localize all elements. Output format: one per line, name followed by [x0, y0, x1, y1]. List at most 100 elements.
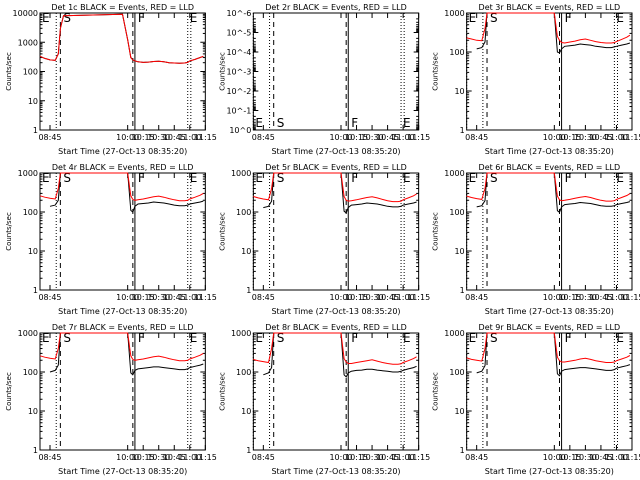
x-tick-label: 10:00 [329, 453, 352, 462]
y-tick-label: 10^-3 [226, 68, 251, 77]
red-lld-series [39, 332, 204, 362]
x-tick-label: 10:30 [147, 453, 170, 462]
event-marker-label: S [490, 331, 498, 345]
x-axis-label: Start Time (27-Oct-13 08:35:20) [271, 147, 400, 156]
y-tick-label: 10000 [13, 9, 38, 18]
chart-panel-3: Det 3r BLACK = Events, RED = LLD Counts/s… [432, 3, 640, 156]
y-tick-label: 1 [246, 446, 251, 455]
chart-panel-9: Det 9r BLACK = Events, RED = LLD Counts/s… [432, 323, 640, 476]
plot-frame [39, 12, 206, 131]
x-tick-label: 11:15 [194, 293, 217, 302]
x-axis-label: Start Time (27-Oct-13 08:35:20) [58, 467, 187, 476]
event-marker-label: S [63, 171, 71, 185]
x-tick-label: 10:45 [376, 133, 399, 142]
y-tick-label: 100 [449, 48, 464, 57]
event-marker-label: F [138, 331, 145, 345]
event-marker-label: S [490, 171, 498, 185]
y-axis-label: Counts/sec [432, 52, 440, 91]
y-tick-label: 1000 [444, 169, 464, 178]
plot-frame [252, 332, 420, 451]
y-tick-label: 10 [28, 97, 38, 106]
y-axis-label: Counts/sec [218, 372, 226, 411]
x-tick-label: 10:00 [543, 453, 566, 462]
y-tick-label: 1000 [18, 169, 38, 178]
x-tick-label: 10:30 [147, 133, 170, 142]
chart-title: Det 2r BLACK = Events, RED = LLD [265, 3, 407, 12]
y-tick-label: 1000 [444, 9, 464, 18]
event-marker-label: E [469, 11, 477, 25]
y-tick-label: 10^-6 [226, 9, 251, 18]
x-tick-label: 10:45 [589, 453, 612, 462]
red-lld-series [253, 172, 417, 203]
x-tick-label: 10:15 [132, 293, 155, 302]
y-tick-label: 1 [33, 286, 38, 295]
x-tick-label: 10:45 [376, 293, 399, 302]
y-tick-label: 1 [460, 446, 465, 455]
x-tick-label: 11:15 [407, 453, 430, 462]
x-axis-label: Start Time (27-Oct-13 08:35:20) [58, 147, 187, 156]
y-tick-label: 10^-2 [226, 87, 251, 96]
plot-frame [466, 12, 633, 131]
y-tick-label: 1000 [231, 169, 251, 178]
y-tick-label: 100 [236, 368, 251, 377]
x-tick-label: 10:30 [147, 293, 170, 302]
x-axis-label: Start Time (27-Oct-13 08:35:20) [485, 307, 614, 316]
plot-frame [252, 172, 420, 291]
x-tick-label: 11:00 [392, 293, 415, 302]
x-tick-label: 11:15 [620, 293, 640, 302]
x-tick-label: 11:15 [194, 453, 217, 462]
y-tick-label: 1 [460, 126, 465, 135]
event-marker-label: S [63, 331, 71, 345]
x-tick-label: 10:15 [558, 453, 581, 462]
x-tick-label: 08:45 [252, 453, 275, 462]
event-marker-label: E [469, 171, 477, 185]
event-marker-label: E [616, 11, 624, 25]
chart-panel-1: Det 1c BLACK = Events, RED = LLD Counts/s… [5, 3, 217, 156]
chart-title: Det 7r BLACK = Events, RED = LLD [52, 323, 194, 332]
event-marker-label: E [42, 171, 50, 185]
y-tick-label: 1000 [18, 38, 38, 47]
x-axis-label: Start Time (27-Oct-13 08:35:20) [271, 467, 400, 476]
chart-panel-4: Det 4r BLACK = Events, RED = LLD Counts/s… [5, 163, 217, 316]
y-tick-label: 10 [241, 407, 251, 416]
event-marker-label: E [403, 171, 411, 185]
chart-title: Det 5r BLACK = Events, RED = LLD [265, 163, 407, 172]
x-tick-label: 11:00 [392, 133, 415, 142]
y-axis-label: Counts/sec [5, 52, 13, 91]
y-tick-label: 100 [449, 208, 464, 217]
x-tick-label: 11:00 [605, 453, 628, 462]
y-axis-label: Counts/sec [5, 212, 13, 251]
x-tick-label: 08:45 [465, 453, 488, 462]
event-marker-label: F [351, 171, 358, 185]
event-marker-label: F [565, 331, 572, 345]
x-tick-label: 10:30 [361, 453, 384, 462]
x-tick-label: 10:30 [574, 453, 597, 462]
x-tick-label: 10:00 [543, 293, 566, 302]
x-tick-label: 10:45 [589, 293, 612, 302]
event-marker-label: E [190, 171, 198, 185]
x-tick-label: 08:45 [38, 293, 61, 302]
event-marker-label: F [565, 171, 572, 185]
y-tick-label: 100 [449, 368, 464, 377]
x-axis-label: Start Time (27-Oct-13 08:35:20) [485, 147, 614, 156]
y-tick-label: 10 [28, 247, 38, 256]
black-events-series [263, 332, 417, 378]
chart-title: Det 8r BLACK = Events, RED = LLD [265, 323, 407, 332]
event-marker-label: E [42, 11, 50, 25]
x-tick-label: 10:15 [345, 453, 368, 462]
event-marker-label: F [351, 116, 358, 130]
x-axis-label: Start Time (27-Oct-13 08:35:20) [271, 307, 400, 316]
y-tick-label: 10^0 [229, 126, 251, 135]
x-axis-label: Start Time (27-Oct-13 08:35:20) [485, 467, 614, 476]
y-tick-label: 1000 [18, 329, 38, 338]
black-events-series [476, 12, 631, 54]
plot-frame [466, 332, 633, 451]
x-tick-label: 11:00 [178, 133, 201, 142]
x-tick-label: 10:45 [163, 453, 186, 462]
event-marker-label: E [403, 331, 411, 345]
event-marker-label: F [138, 11, 145, 25]
y-tick-label: 100 [23, 368, 38, 377]
y-axis-label: Counts/sec [432, 372, 440, 411]
event-marker-label: E [469, 331, 477, 345]
